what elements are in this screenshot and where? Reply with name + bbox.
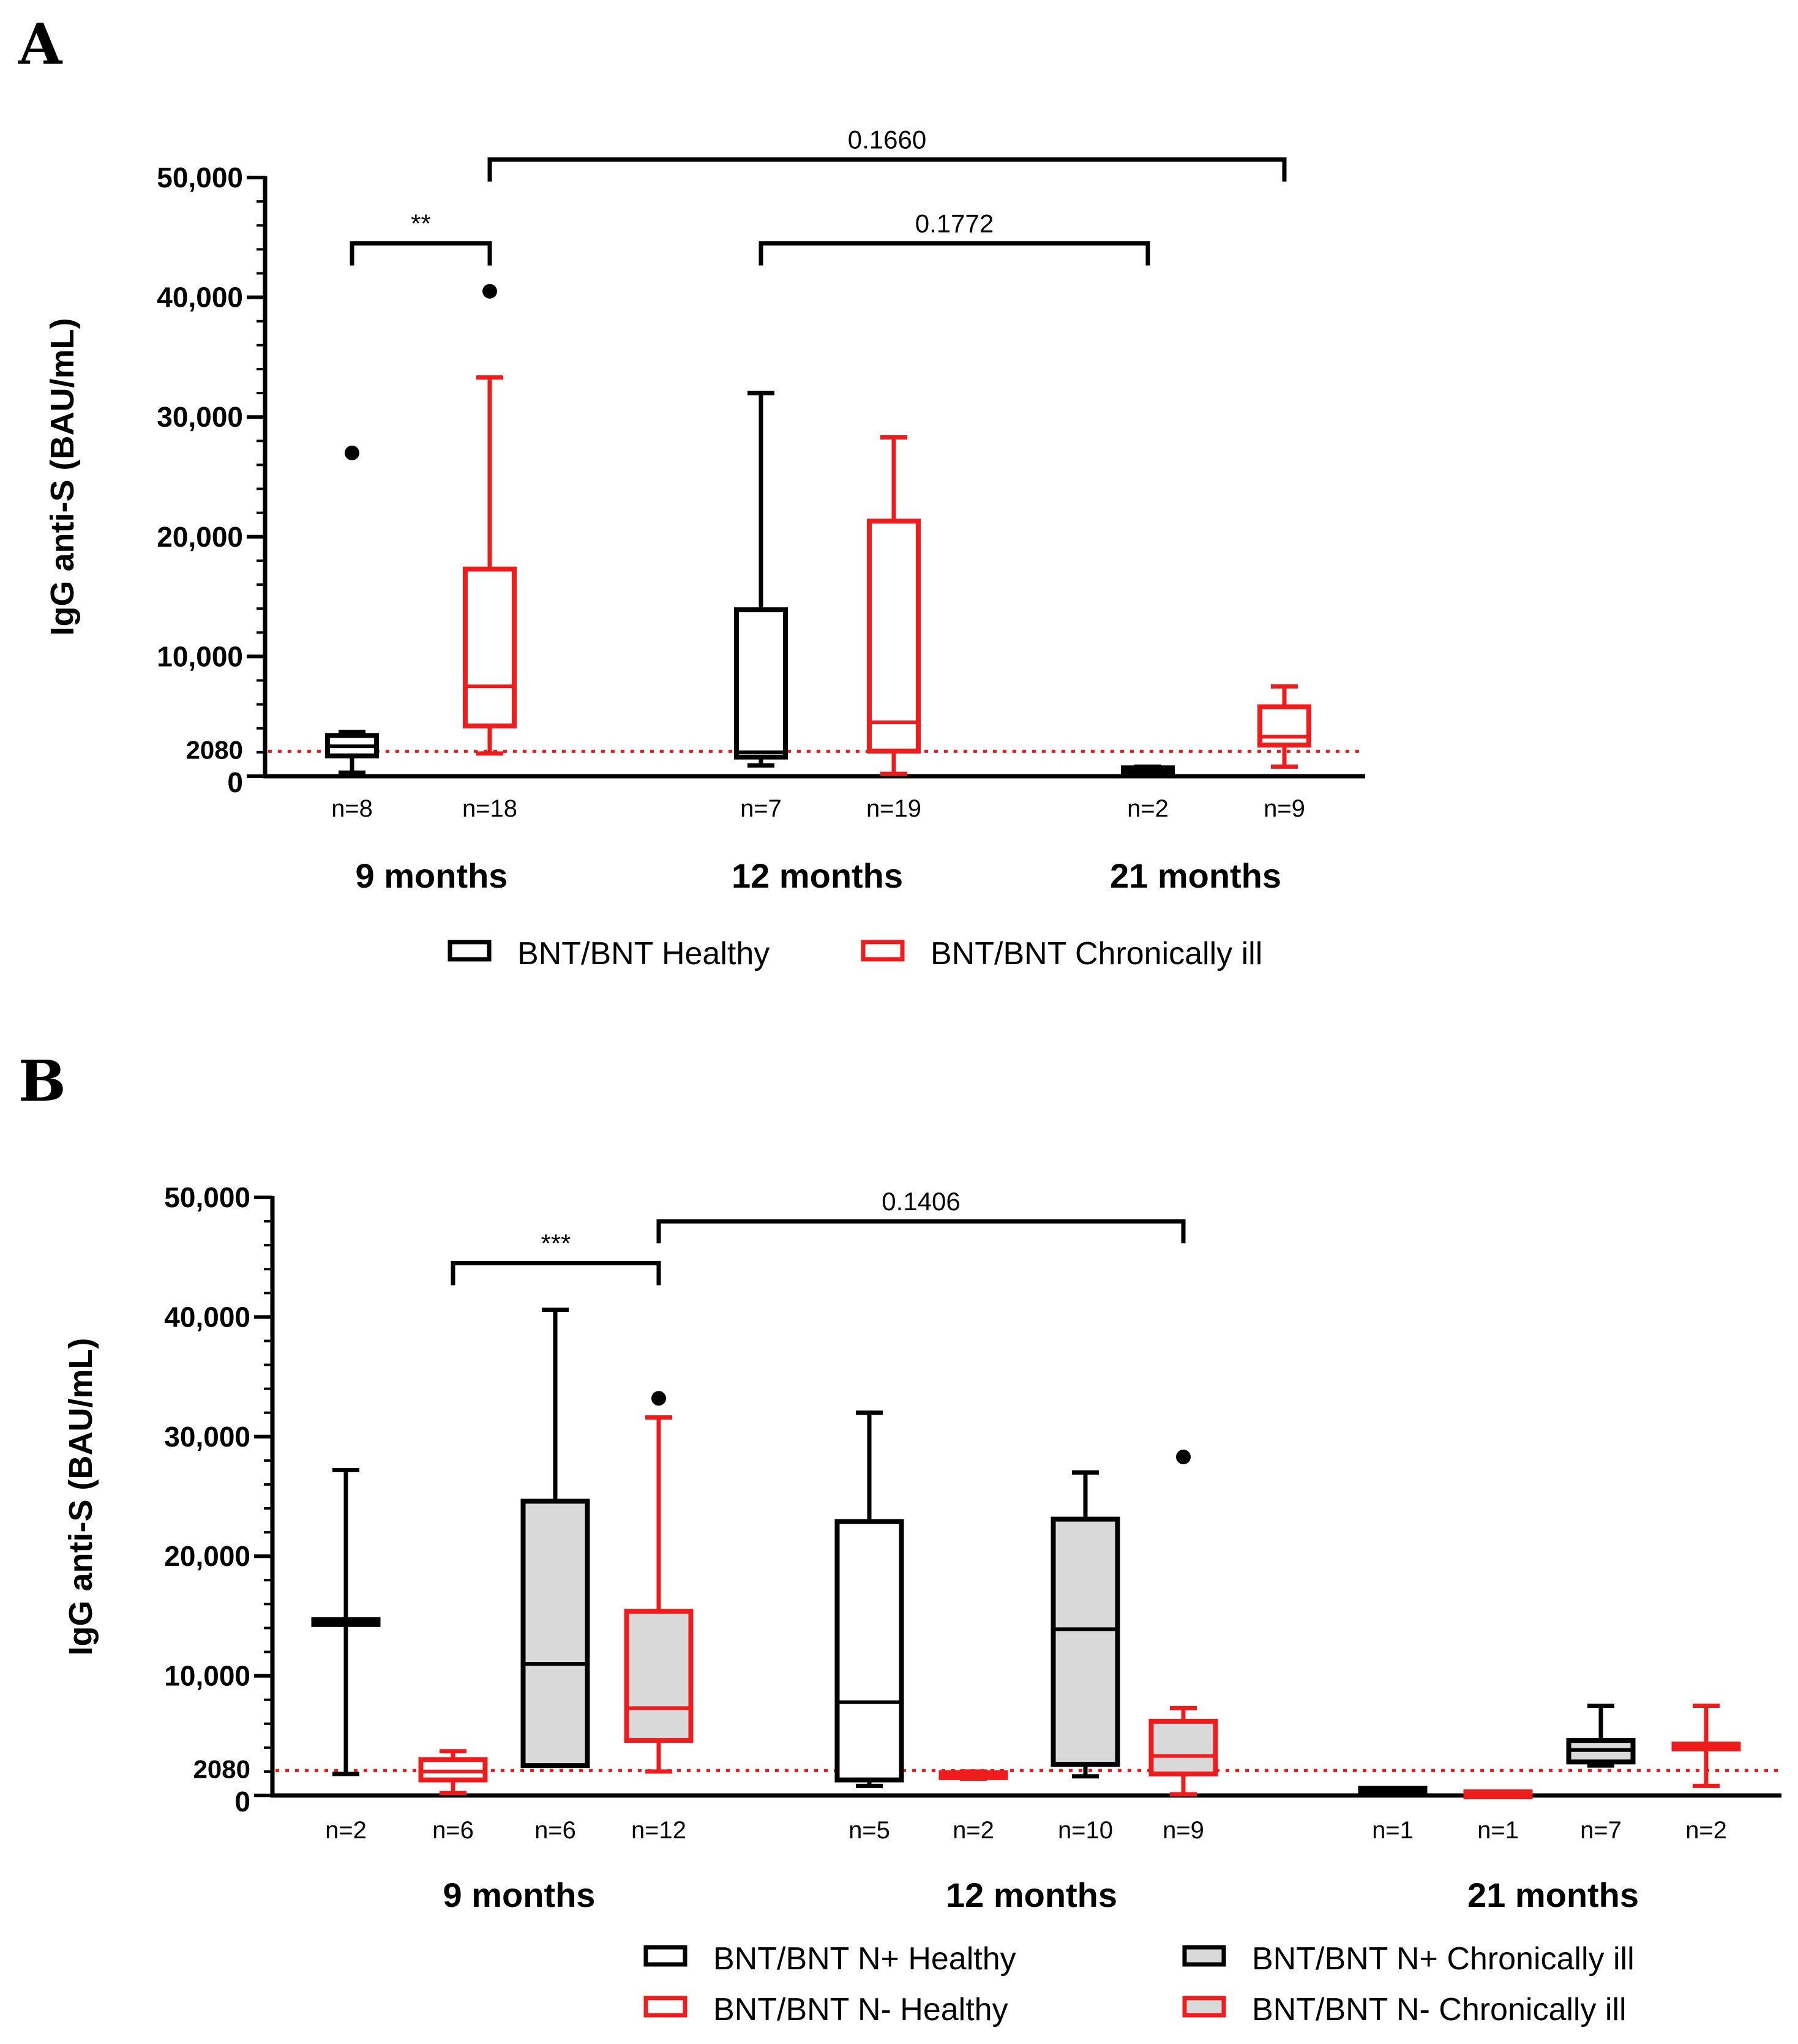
- panel-a-box: [867, 518, 921, 754]
- panel-b-legend-label: BNT/BNT N- Healthy: [713, 1992, 1008, 2027]
- panel-a-significance-label: 0.1660: [848, 125, 926, 154]
- panel-b-y-tick-label: 30,000: [164, 1421, 250, 1453]
- panel-b-n-label: n=2: [1685, 1817, 1727, 1844]
- panel-a-y-tick-label: 10,000: [157, 640, 243, 672]
- panel-b-threshold-label: 2080: [193, 1754, 250, 1783]
- panel-a-significance-label: 0.1772: [915, 209, 994, 238]
- panel-a-outlier-point: [482, 283, 497, 299]
- panel-b-n-label: n=1: [1477, 1817, 1519, 1844]
- panel-b-legend-swatch: [643, 1945, 687, 1967]
- panel-a-n-label: n=8: [331, 795, 373, 822]
- panel-b-y-tick-label: 20,000: [164, 1540, 250, 1572]
- panel-a-n-label: n=7: [740, 795, 782, 822]
- panel-a-y-tick-label: 0: [227, 766, 243, 798]
- panel-b-y-tick-label: 0: [234, 1786, 250, 1818]
- panel-a-significance-bracket: [487, 157, 1287, 182]
- panel-a-threshold-label: 2080: [186, 735, 243, 764]
- panel-b-n-label: n=2: [953, 1817, 994, 1844]
- panel-a-group-label: 21 months: [1110, 856, 1281, 895]
- panel-b-n-label: n=12: [631, 1817, 686, 1844]
- panel-b-box: [1051, 1516, 1120, 1767]
- panel-b-group-label: 21 months: [1467, 1876, 1639, 1914]
- panel-a-group-label: 12 months: [732, 856, 903, 895]
- panel-a-n-label: n=9: [1264, 795, 1305, 822]
- panel-b-legend-label: BNT/BNT N+ Healthy: [713, 1941, 1016, 1977]
- panel-a-group-label: 9 months: [356, 856, 508, 895]
- panel-b-legend-swatch: [643, 1996, 687, 2018]
- panel-b-letter: B: [18, 1048, 66, 1114]
- panel-b-significance-label: ***: [541, 1229, 571, 1257]
- panel-b-group-label: 12 months: [946, 1876, 1117, 1914]
- panel-a-y-tick-label: 50,000: [157, 162, 243, 193]
- panel-b-n-label: n=1: [1372, 1817, 1414, 1844]
- panel-b-box: [520, 1499, 590, 1769]
- panel-b-y-tick-label: 40,000: [164, 1301, 250, 1333]
- panel-b-legend-label: BNT/BNT N- Chronically ill: [1252, 1992, 1627, 2027]
- panel-a-letter: A: [18, 11, 62, 77]
- panel-b-box: [1148, 1718, 1218, 1776]
- panel-a-legend-label: BNT/BNT Healthy: [517, 936, 770, 971]
- panel-b-y-tick-label: 10,000: [164, 1660, 250, 1692]
- panel-b-significance-bracket: [656, 1219, 1186, 1244]
- panel-b-n-label: n=7: [1580, 1817, 1622, 1844]
- panel-a-y-axis-title: IgG anti-S (BAU/mL): [44, 318, 81, 636]
- panel-b-n-label: n=9: [1163, 1817, 1204, 1844]
- panel-a-n-label: n=19: [866, 795, 921, 822]
- panel-a-legend-swatch: [861, 940, 905, 962]
- panel-b-n-label: n=10: [1058, 1817, 1113, 1844]
- panel-b-legend-swatch: [1182, 1945, 1226, 1967]
- panel-a-significance-bracket: [350, 241, 492, 266]
- panel-b-significance-bracket: [451, 1260, 661, 1286]
- panel-b-n-label: n=6: [432, 1817, 474, 1844]
- panel-a-box: [463, 566, 517, 728]
- panel-b-outlier-point: [651, 1391, 666, 1406]
- panel-a-legend-swatch: [448, 940, 492, 962]
- panel-b-outlier-point: [1176, 1450, 1191, 1465]
- panel-a-y-tick-label: 20,000: [157, 521, 243, 553]
- panel-a-legend-label: BNT/BNT Chronically ill: [931, 936, 1262, 971]
- panel-b-box: [624, 1609, 694, 1743]
- panel-a-significance-label: **: [411, 209, 431, 238]
- panel-a-box: [734, 607, 788, 760]
- panel-b-n-label: n=5: [848, 1817, 890, 1844]
- panel-a-y-tick-label: 40,000: [157, 282, 243, 313]
- panel-b-legend-swatch: [1182, 1996, 1226, 2018]
- panel-b-box: [834, 1519, 904, 1783]
- panel-b-n-label: n=6: [534, 1817, 576, 1844]
- panel-a-significance-bracket: [759, 241, 1150, 266]
- panel-a-y-tick-label: 30,000: [157, 401, 243, 433]
- panel-b-significance-label: 0.1406: [882, 1187, 960, 1216]
- panel-a-outlier-point: [345, 445, 359, 460]
- panel-b-y-axis-title: IgG anti-S (BAU/mL): [62, 1338, 99, 1656]
- panel-a-box: [1257, 704, 1311, 748]
- panel-b-group-label: 9 months: [443, 1876, 596, 1914]
- panel-b-n-label: n=2: [325, 1817, 367, 1844]
- panel-a-n-label: n=18: [462, 795, 517, 822]
- panel-b-legend-label: BNT/BNT N+ Chronically ill: [1252, 1941, 1635, 1977]
- panel-a-n-label: n=2: [1127, 795, 1169, 822]
- panel-b-y-tick-label: 50,000: [164, 1181, 250, 1213]
